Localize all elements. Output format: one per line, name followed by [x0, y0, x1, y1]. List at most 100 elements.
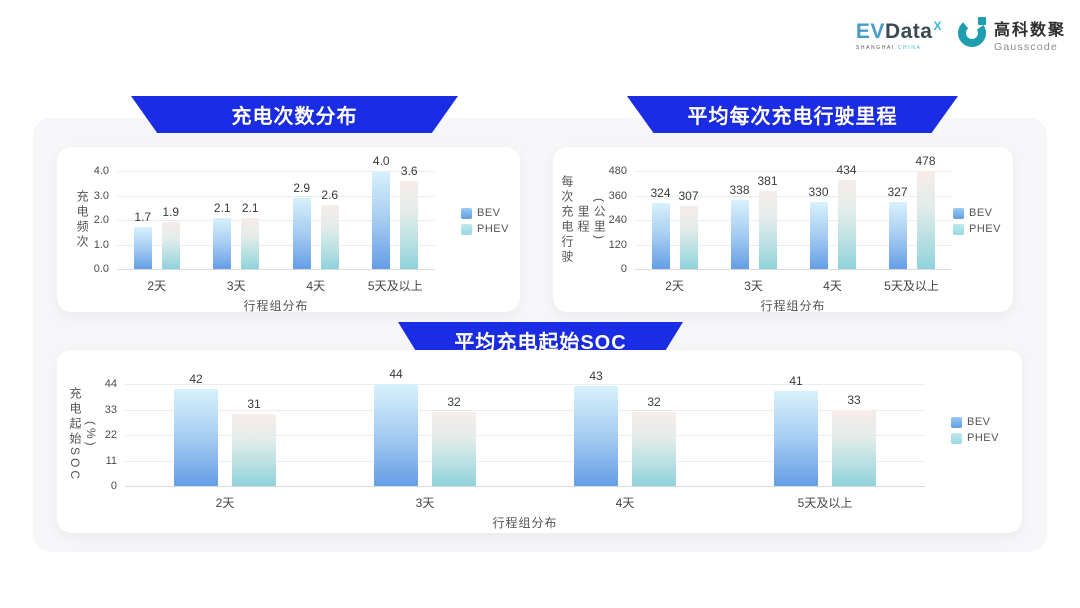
y-tick-label: 11 [105, 454, 117, 467]
x-category-label: 3天 [226, 279, 246, 293]
x-category-label: 4天 [823, 279, 842, 293]
evdata-x-superscript: X [933, 18, 942, 33]
bar-phev-5天及以上[interactable] [916, 171, 935, 269]
chart-card-charging-count: 0.0 1.0 2.0 3.0 4.0 1.7 1.9 2天 2.1 2.1 3天 2.9 2.6 4天 4… [57, 147, 520, 313]
bar-phev-3天[interactable] [432, 411, 476, 486]
bar-value-label: 41 [789, 373, 803, 388]
x-category-label: 5天及以上 [797, 496, 853, 510]
bar-bev-3天[interactable] [213, 217, 232, 269]
chart-legend: BEV PHEV [951, 416, 999, 444]
bar-phev-4天[interactable] [837, 180, 856, 269]
legend-item-phev[interactable]: PHEV [953, 223, 1001, 235]
legend-swatch-phev [953, 223, 964, 235]
bar-value-label: 338 [729, 182, 750, 197]
bar-bev-4天[interactable] [574, 386, 618, 486]
evdata-tagline-shanghai: SHANGHAI [855, 44, 895, 51]
bar-value-label: 381 [757, 174, 778, 189]
bar-value-label: 2.6 [321, 188, 339, 203]
bar-value-label: 307 [678, 189, 699, 204]
gausscode-en-name: Gausscode [993, 41, 1058, 53]
bar-bev-5天及以上[interactable] [372, 171, 391, 269]
gridline [635, 195, 951, 197]
bar-bev-3天[interactable] [374, 384, 418, 486]
legend-item-bev[interactable]: BEV [953, 207, 1001, 219]
bar-phev-5天及以上[interactable] [400, 180, 419, 269]
chart-card-avg-soc: 0 11 22 33 44 42 31 2天 44 32 3天 43 32 4天 41 33 5天及以上 充电起始… [57, 350, 1022, 533]
legend-item-bev[interactable]: BEV [951, 416, 999, 428]
gridline [635, 244, 951, 246]
gridline [635, 220, 951, 221]
bar-value-label: 330 [808, 184, 829, 199]
bar-phev-2天[interactable] [161, 222, 180, 269]
y-axis-name: 充电起始SOC (%) [68, 387, 99, 483]
bar-bev-2天[interactable] [651, 202, 670, 269]
y-axis-name: 充电频次 [75, 190, 90, 250]
bar-bev-5天及以上[interactable] [888, 202, 907, 269]
y-tick-label: 4.0 [93, 165, 109, 177]
evdata-ev-text: EV [855, 19, 885, 43]
bar-bev-4天[interactable] [809, 201, 828, 269]
evdata-wordmark: EVDataX [856, 19, 942, 44]
gridline [125, 460, 925, 462]
y-tick-label: 120 [608, 238, 627, 251]
y-tick-label: 2.0 [93, 214, 109, 226]
bar-phev-2天[interactable] [679, 206, 698, 269]
chart-title-text: 平均每次充电行驶里程 [687, 106, 898, 128]
gridline [117, 195, 435, 197]
x-axis-name: 行程组分布 [243, 299, 309, 313]
legend-item-phev[interactable]: PHEV [951, 432, 999, 444]
bar-phev-5天及以上[interactable] [832, 409, 876, 486]
y-tick-label: 0 [620, 263, 627, 275]
chart-card-avg-mileage: 0 120 240 360 480 324 307 2天 338 381 3天 330 434 4天 327… [553, 147, 1013, 313]
bar-value-label: 324 [650, 185, 671, 200]
gridline [125, 384, 925, 385]
x-category-label: 3天 [744, 279, 763, 293]
header-logos: EVDataX SHANGHAI CHINA 高科数聚 Gausscode [856, 16, 1066, 53]
legend-swatch-phev [951, 432, 962, 444]
bar-value-label: 3.6 [400, 163, 418, 178]
x-category-label: 4天 [615, 496, 635, 510]
gridline [125, 409, 925, 411]
y-tick-label: 22 [104, 429, 117, 441]
y-tick-label: 3.0 [93, 189, 109, 202]
bar-bev-2天[interactable] [133, 227, 152, 269]
legend-item-phev[interactable]: PHEV [461, 223, 509, 235]
y-tick-label: 480 [608, 165, 627, 177]
bar-bev-5天及以上[interactable] [774, 390, 818, 486]
bar-value-label: 4.0 [372, 154, 390, 168]
bar-value-label: 478 [915, 154, 936, 169]
bar-phev-4天[interactable] [320, 205, 339, 269]
chart-title-text: 充电次数分布 [231, 106, 358, 128]
y-tick-label: 0.0 [93, 263, 109, 275]
bar-bev-4天[interactable] [292, 197, 311, 269]
legend-item-bev[interactable]: BEV [461, 207, 509, 219]
chart-legend: BEV PHEV [461, 207, 509, 235]
legend-label: BEV [967, 416, 991, 428]
bar-bev-2天[interactable] [174, 388, 218, 486]
evdata-logo: EVDataX SHANGHAI CHINA [856, 19, 942, 51]
bar-phev-4天[interactable] [632, 411, 676, 486]
bar-phev-2天[interactable] [232, 414, 276, 486]
bar-value-label: 42 [189, 371, 203, 386]
legend-swatch-bev [461, 207, 472, 219]
gridline [117, 269, 435, 270]
bar-phev-3天[interactable] [241, 217, 260, 269]
x-category-label: 2天 [665, 279, 684, 293]
gausscode-text: 高科数聚 Gausscode [994, 16, 1066, 53]
gridline [117, 244, 435, 246]
bar-value-label: 32 [647, 394, 661, 409]
bar-phev-3天[interactable] [758, 191, 777, 269]
bar-value-label: 33 [847, 392, 861, 407]
y-axis-name: 每次充电行驶里程 (公里) [559, 175, 607, 265]
x-axis-name: 行程组分布 [760, 299, 826, 313]
x-axis-name: 行程组分布 [492, 516, 558, 530]
legend-swatch-phev [461, 223, 472, 235]
bar-bev-3天[interactable] [730, 199, 749, 269]
y-tick-label: 44 [104, 378, 117, 390]
legend-label: BEV [969, 207, 993, 219]
legend-label: BEV [477, 207, 501, 219]
evdata-tagline-china: CHINA [897, 44, 922, 51]
gausscode-logo: 高科数聚 Gausscode [957, 16, 1066, 53]
bar-value-label: 434 [836, 163, 857, 178]
x-category-label: 5天及以上 [367, 279, 423, 293]
